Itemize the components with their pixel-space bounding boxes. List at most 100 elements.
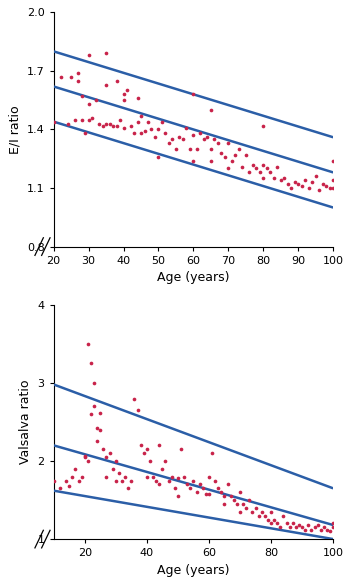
Point (327, 183, 333, 192)
Y-axis label: Valsalva ratio: Valsalva ratio (19, 380, 32, 464)
Point (86, 115, 92, 125)
Point (208, 156, 214, 166)
Point (281, 511, 286, 520)
X-axis label: Age (years): Age (years) (157, 564, 230, 577)
Point (231, 495, 237, 505)
Point (260, 174, 266, 183)
Point (282, 174, 287, 183)
Point (209, 449, 215, 458)
Point (321, 522, 327, 532)
Point (246, 495, 252, 505)
Point (144, 472, 150, 481)
Point (239, 162, 245, 171)
Point (262, 511, 268, 520)
Point (316, 185, 322, 195)
Point (206, 489, 212, 498)
Point (219, 487, 224, 497)
Point (324, 525, 330, 534)
Point (117, 115, 123, 125)
Point (250, 160, 256, 169)
Point (240, 499, 246, 508)
Point (190, 476, 196, 485)
Point (175, 491, 181, 501)
Point (76, 476, 81, 485)
Point (156, 152, 161, 161)
Point (222, 152, 228, 161)
Point (306, 183, 312, 192)
Point (159, 464, 165, 473)
Point (296, 520, 302, 529)
Point (141, 449, 146, 458)
Point (299, 181, 304, 191)
Point (156, 125, 161, 134)
Point (175, 473, 181, 483)
Point (58, 72, 63, 81)
Point (169, 472, 175, 481)
Point (200, 484, 206, 493)
Point (128, 476, 134, 485)
Point (315, 520, 320, 529)
Point (205, 133, 210, 142)
Point (114, 121, 119, 130)
Point (103, 49, 109, 58)
Point (313, 171, 319, 181)
Point (132, 394, 137, 403)
Point (264, 164, 270, 173)
Point (82, 451, 88, 460)
Point (222, 499, 227, 508)
Point (65, 119, 70, 128)
Point (63, 476, 69, 485)
Point (190, 156, 196, 166)
Point (215, 139, 221, 148)
Point (107, 449, 112, 458)
Point (163, 456, 168, 466)
Point (153, 476, 159, 485)
Point (121, 95, 126, 105)
Point (142, 127, 147, 136)
Point (190, 90, 196, 99)
Point (86, 99, 92, 109)
Point (170, 135, 175, 144)
Point (290, 519, 296, 528)
Point (122, 472, 128, 481)
Point (243, 150, 249, 160)
Point (194, 144, 200, 154)
Point (85, 456, 91, 466)
Point (265, 515, 271, 524)
Point (113, 456, 119, 466)
Point (190, 130, 196, 140)
Point (285, 180, 290, 189)
Point (306, 520, 311, 529)
Point (225, 480, 231, 489)
Point (194, 487, 199, 497)
Point (327, 526, 333, 536)
Point (69, 472, 75, 481)
Point (82, 129, 88, 138)
X-axis label: Age (years): Age (years) (157, 271, 230, 284)
Point (96, 119, 102, 128)
Point (197, 480, 202, 489)
Point (215, 484, 221, 493)
Point (149, 125, 154, 134)
Point (177, 133, 182, 142)
Point (330, 176, 336, 185)
Point (86, 50, 92, 60)
Point (318, 525, 323, 534)
Point (203, 489, 209, 498)
Point (94, 424, 100, 433)
Point (88, 410, 94, 419)
Point (57, 484, 63, 493)
Point (103, 472, 109, 481)
Point (166, 476, 171, 485)
Point (98, 425, 103, 435)
Point (219, 148, 224, 157)
Point (138, 129, 144, 138)
Point (121, 90, 126, 99)
Point (91, 402, 97, 411)
Point (131, 129, 137, 138)
Point (51, 476, 56, 485)
Point (212, 135, 217, 144)
Point (312, 522, 318, 532)
Point (184, 480, 190, 489)
Point (147, 456, 153, 466)
